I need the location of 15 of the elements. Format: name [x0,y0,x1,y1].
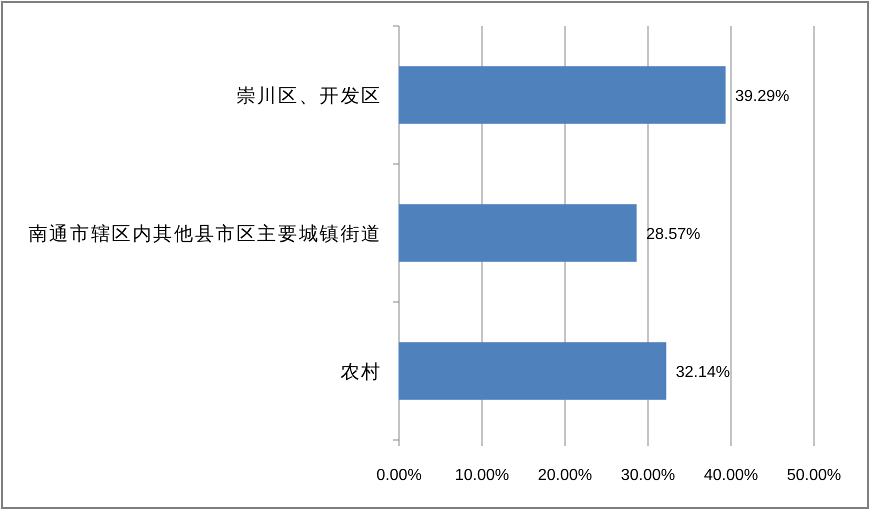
x-tick-label: 0.00% [376,467,422,484]
bar [398,66,726,124]
data-label: 28.57% [646,226,700,243]
x-tick-label: 20.00% [538,467,592,484]
y-tick-label: 南通市辖区内其他县市区主要城镇街道 [28,223,382,245]
x-tick-label: 50.00% [786,467,842,484]
y-tick-label: 崇川区、开发区 [236,86,382,107]
data-label: 32.14% [676,364,730,381]
x-tick-label: 10.00% [454,467,510,484]
x-tick-label: 40.00% [704,467,758,484]
bar [398,204,637,262]
x-tick-label: 30.00% [620,467,676,484]
bar [398,342,666,400]
y-tick-label: 农村 [340,362,382,383]
data-label: 39.29% [735,88,790,105]
